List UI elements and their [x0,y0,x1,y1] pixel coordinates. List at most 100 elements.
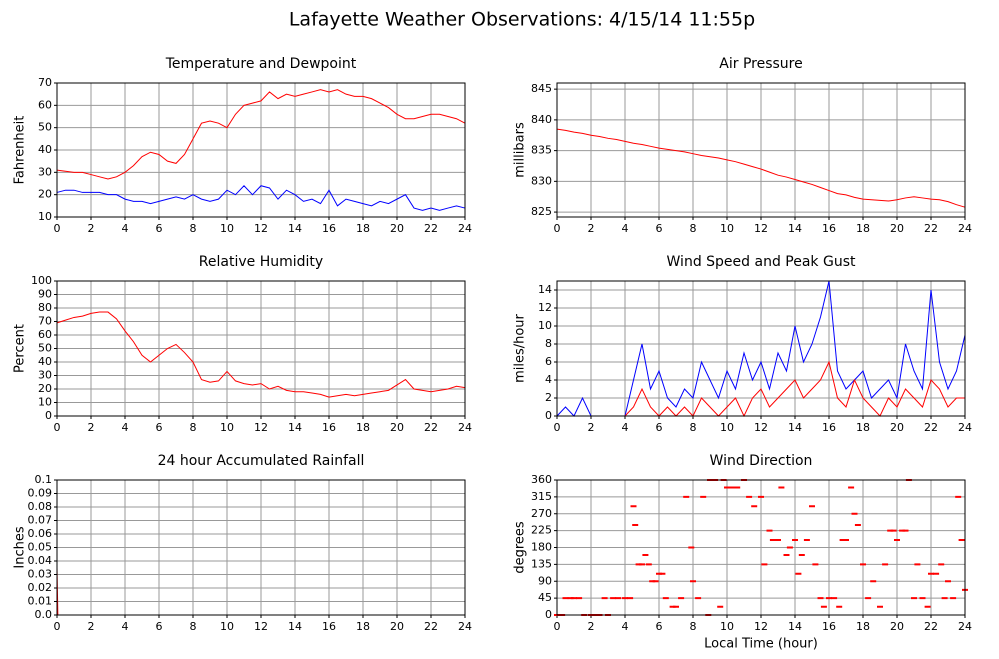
panel: Wind Speed and Peak Gustmiles/hour024681… [513,254,973,434]
data-point [695,597,702,600]
x-tick-label: 14 [788,421,802,434]
data-point [639,563,645,566]
y-axis-label: Percent [13,324,28,373]
y-axis-label: Fahrenheit [13,116,28,185]
data-point [635,563,642,566]
data-point [627,597,634,600]
y-tick-label: 0.0 [35,608,53,621]
y-tick-label: 360 [531,473,552,486]
data-point [911,597,917,600]
data-point [717,605,724,608]
x-tick-label: 20 [890,222,904,235]
y-tick-label: 0.05 [28,541,53,554]
data-point [817,597,824,600]
x-tick-label: 0 [554,421,561,434]
x-tick-label: 20 [390,222,404,235]
data-point [622,597,628,600]
data-line [56,89,466,180]
y-tick-label: 840 [531,113,552,126]
x-tick-label: 4 [622,620,629,633]
x-tick-label: 10 [720,421,734,434]
data-point [860,563,866,566]
data-point [831,597,838,600]
data-point [766,529,773,532]
data-point [659,572,666,575]
x-tick-label: 18 [356,620,370,633]
x-tick-label: 6 [656,421,663,434]
y-tick-label: 60 [38,98,52,111]
x-tick-label: 8 [690,222,697,235]
x-tick-label: 22 [924,222,938,235]
data-point [571,597,577,600]
y-tick-label: 830 [531,174,552,187]
data-point [938,563,945,566]
y-tick-label: 270 [531,507,552,520]
x-tick-label: 8 [690,620,697,633]
data-point [820,605,827,608]
y-tick-label: 0.09 [28,487,53,500]
y-tick-label: 825 [531,205,552,218]
x-tick-label: 14 [788,222,802,235]
y-tick-label: 135 [531,557,552,570]
x-tick-label: 24 [958,620,972,633]
plot-frame [556,479,966,616]
panel: Temperature and DewpointFahrenheit102030… [13,56,473,235]
data-point [656,572,662,575]
x-tick-label: 16 [822,222,836,235]
x-tick-label: 2 [588,421,595,434]
data-point [843,539,849,541]
panel-title: Wind Speed and Peak Gust [667,254,856,270]
x-tick-label: 0 [54,620,61,633]
data-point [775,539,781,541]
y-tick-label: 0 [545,608,552,621]
data-point [734,486,741,489]
x-tick-label: 4 [122,620,129,633]
data-point [724,486,730,489]
y-tick-label: 40 [38,143,52,156]
y-tick-label: 0.04 [28,554,53,567]
data-point [688,546,695,549]
x-tick-label: 12 [754,222,768,235]
x-tick-label: 4 [622,222,629,235]
x-tick-label: 6 [156,620,163,633]
x-tick-label: 6 [156,421,163,434]
x-tick-label: 2 [588,222,595,235]
y-tick-label: 12 [538,301,552,314]
data-point [615,597,622,600]
panel-title: Relative Humidity [199,254,323,270]
data-point [662,597,669,600]
y-tick-label: 30 [38,165,52,178]
panel-title: Wind Direction [710,453,813,469]
data-point [812,563,819,566]
x-tick-label: 16 [322,222,336,235]
x-tick-label: 10 [220,222,234,235]
data-point [902,529,909,532]
x-tick-label: 6 [656,620,663,633]
x-tick-label: 8 [690,421,697,434]
page-title: Lafayette Weather Observations: 4/15/14 … [289,9,755,31]
y-tick-label: 90 [38,288,52,301]
data-point [882,563,889,566]
x-tick-label: 14 [288,222,302,235]
data-point [678,597,685,600]
x-tick-label: 8 [190,620,197,633]
data-point [649,580,656,583]
y-tick-label: 0.06 [28,527,53,540]
x-tick-label: 12 [254,222,268,235]
x-tick-label: 20 [390,620,404,633]
data-point [958,539,965,541]
x-tick-label: 2 [88,620,95,633]
y-tick-label: 20 [38,382,52,395]
y-tick-label: 8 [545,337,552,350]
x-tick-label: 10 [220,421,234,434]
x-tick-label: 12 [754,421,768,434]
x-tick-label: 24 [458,421,472,434]
data-point [877,605,883,608]
y-tick-label: 80 [38,301,52,314]
data-point [683,495,690,498]
y-tick-label: 845 [531,82,552,95]
data-point [809,505,815,508]
y-axis-label: degrees [513,521,528,574]
y-tick-label: 0.02 [28,581,53,594]
